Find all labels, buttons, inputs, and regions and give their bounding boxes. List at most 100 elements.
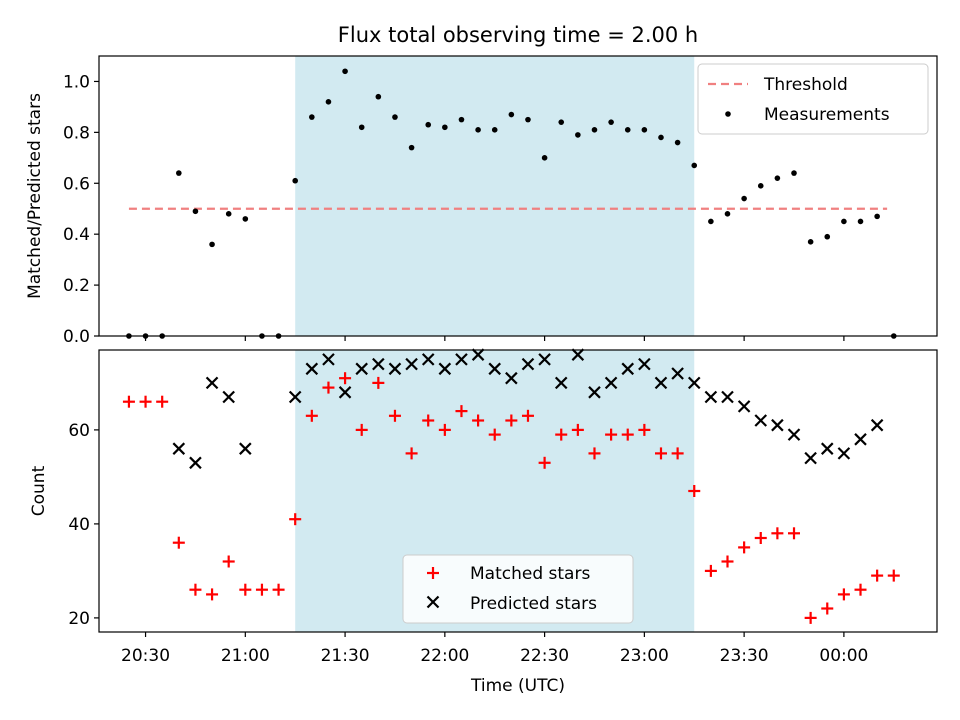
matched-star-point <box>704 564 717 577</box>
bottom-y-axis-label: Count <box>29 465 49 516</box>
matched-star-point <box>388 409 401 422</box>
x-axis-label: Time (UTC) <box>470 676 565 696</box>
matched-star-point <box>738 541 751 554</box>
matched-star-point <box>472 414 485 427</box>
predicted-star-point <box>305 362 319 376</box>
measurement-point <box>491 127 498 133</box>
top-panel: 0.0 0.2 0.4 0.6 0.8 1.0 Matched/Predicted sta… <box>25 55 938 347</box>
matched-star-point <box>638 423 651 436</box>
matched-star-point <box>887 569 900 582</box>
measurement-point <box>641 127 648 133</box>
measurement-point <box>824 233 831 240</box>
y-tick-label: 20 <box>68 609 90 629</box>
x-tick-label: 21:30 <box>321 646 370 666</box>
matched-star-point <box>588 447 601 460</box>
matched-star-point <box>322 381 335 394</box>
predicted-star-point <box>388 362 402 376</box>
matched-star-point <box>538 456 551 469</box>
measurement-point <box>425 121 432 128</box>
matched-star-point <box>771 527 784 540</box>
top-y-ticks: 0.0 0.2 0.4 0.6 0.8 1.0 <box>63 72 99 347</box>
bottom-legend: Matched stars Predicted stars <box>402 554 634 624</box>
predicted-star-point <box>338 386 352 399</box>
predicted-star-point <box>638 357 651 371</box>
measurement-point <box>358 124 365 131</box>
predicted-star-point <box>355 362 368 376</box>
measurement-point <box>857 218 864 225</box>
predicted-star-point <box>704 390 718 404</box>
legend-box <box>697 63 929 135</box>
measurement-point <box>309 114 315 120</box>
x-tick-label: 22:00 <box>420 646 469 666</box>
top-shaded-interval <box>295 56 695 336</box>
y-tick-label: 60 <box>68 421 90 441</box>
measurement-point <box>442 124 448 131</box>
matched-star-point <box>122 395 135 408</box>
x-tick-label: 23:00 <box>620 646 669 666</box>
matched-star-point <box>788 527 801 540</box>
predicted-star-point <box>771 418 784 432</box>
legend-threshold-label: Threshold <box>763 75 848 95</box>
measurement-point <box>176 170 182 176</box>
predicted-star-point <box>505 371 518 385</box>
measurement-point <box>624 127 631 133</box>
predicted-star-point <box>172 442 186 455</box>
predicted-star-point <box>687 376 701 390</box>
x-tick-label: 20:30 <box>121 646 170 666</box>
predicted-star-point <box>205 376 219 390</box>
legend-predicted-label: Predicted stars <box>470 594 597 614</box>
matched-star-point <box>189 583 202 596</box>
measurement-point <box>674 139 681 146</box>
measurement-point <box>774 175 781 181</box>
matched-star-point <box>854 583 867 596</box>
legend-predicted-swatch <box>426 595 440 609</box>
matched-star-point <box>289 513 302 526</box>
matched-star-point <box>156 395 169 408</box>
measurement-point <box>791 170 797 176</box>
matched-star-point <box>455 405 468 418</box>
predicted-star-point <box>471 348 485 361</box>
measurement-point <box>807 239 814 245</box>
matched-star-point <box>206 588 219 601</box>
matched-star-point <box>272 583 285 596</box>
y-tick-label: 40 <box>68 515 90 535</box>
matched-star-point <box>372 376 385 389</box>
predicted-star-point <box>721 390 734 404</box>
predicted-star-point <box>372 357 385 371</box>
predicted-star-point <box>554 376 568 390</box>
measurement-point <box>608 119 614 125</box>
x-tick-label: 22:30 <box>520 646 569 666</box>
matched-star-point <box>521 409 534 422</box>
measurement-point <box>392 114 398 120</box>
matched-star-point <box>505 414 518 427</box>
predicted-star-point <box>438 362 452 376</box>
matched-star-point <box>688 485 701 497</box>
measurement-point <box>225 211 232 217</box>
measurement-point <box>209 241 215 248</box>
matched-star-point <box>305 409 318 422</box>
measurement-point <box>242 216 249 222</box>
matched-star-point <box>488 428 501 441</box>
matched-star-point <box>821 602 834 615</box>
top-legend: Threshold Measurements <box>697 63 929 135</box>
measurement-point <box>708 218 714 225</box>
chart-title: Flux total observing time = 2.00 h <box>338 23 698 47</box>
predicted-star-point <box>588 386 601 399</box>
matched-star-point <box>422 414 435 427</box>
matched-star-point <box>671 447 684 460</box>
matched-star-point <box>571 423 584 436</box>
matched-star-point <box>605 428 618 441</box>
matched-star-point <box>239 583 252 596</box>
predicted-star-point <box>521 357 535 371</box>
y-tick-label: 0.8 <box>63 123 90 143</box>
measurement-point <box>757 183 764 189</box>
measurement-point <box>558 119 565 125</box>
matched-star-point <box>172 536 185 549</box>
measurement-point <box>408 144 415 151</box>
y-tick-label: 0.0 <box>63 327 90 347</box>
measurement-point <box>508 111 515 118</box>
y-tick-label: 0.4 <box>63 225 90 245</box>
measurement-point <box>874 213 880 220</box>
matched-star-point <box>871 569 884 582</box>
